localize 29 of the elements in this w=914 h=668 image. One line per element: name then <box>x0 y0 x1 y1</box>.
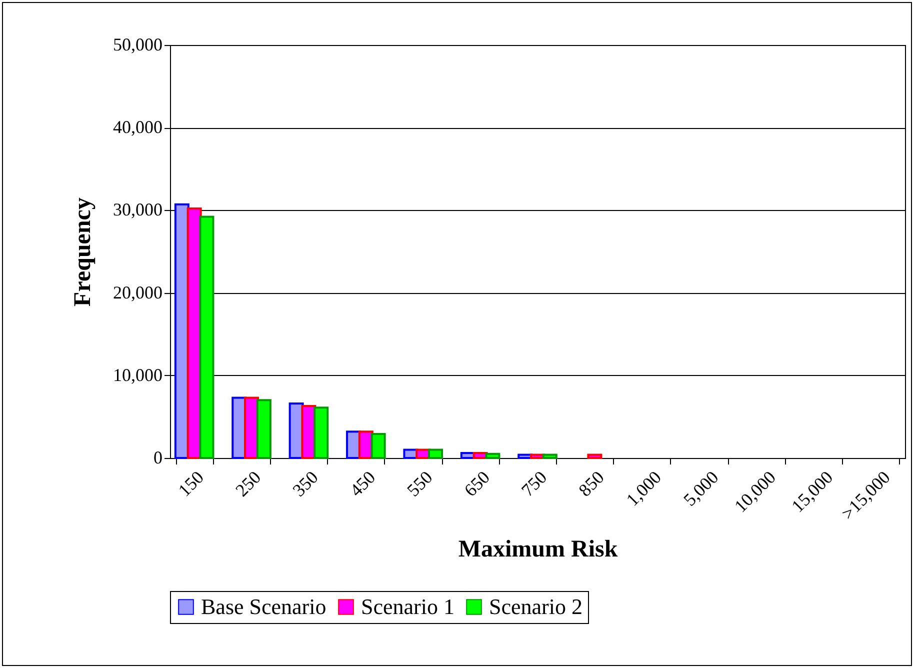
legend-label: Scenario 1 <box>361 594 454 619</box>
x-tick-label: 850 <box>574 467 608 500</box>
x-tick-label: 450 <box>346 467 380 500</box>
bar <box>518 454 533 459</box>
bar <box>587 454 602 459</box>
bar <box>428 448 443 459</box>
x-tick-label: 550 <box>403 467 436 500</box>
bar <box>485 452 500 459</box>
bar <box>314 406 329 459</box>
bar <box>530 454 545 459</box>
x-axis-title: Maximum Risk <box>458 536 618 562</box>
y-tick-label: 30,000 <box>113 200 162 220</box>
x-tick-label: 750 <box>517 467 551 500</box>
legend-label: Scenario 2 <box>489 594 582 619</box>
y-tick-label: 0 <box>154 448 162 468</box>
x-tick-label: 250 <box>232 467 265 500</box>
x-tick-label: 350 <box>288 467 322 500</box>
y-tick-label: 10,000 <box>113 364 162 385</box>
bar <box>370 433 386 459</box>
y-tick-label: 40,000 <box>113 117 162 138</box>
legend-label: Base Scenario <box>201 594 326 619</box>
y-tick-label: 20,000 <box>113 282 162 302</box>
y-tick-label: 50,000 <box>113 34 162 54</box>
bar <box>256 399 272 459</box>
bar <box>542 454 558 459</box>
x-tick-label: 650 <box>460 467 494 500</box>
bar <box>199 216 214 459</box>
y-axis-title: Frequency <box>70 198 96 306</box>
x-tick-label: 150 <box>174 467 208 500</box>
